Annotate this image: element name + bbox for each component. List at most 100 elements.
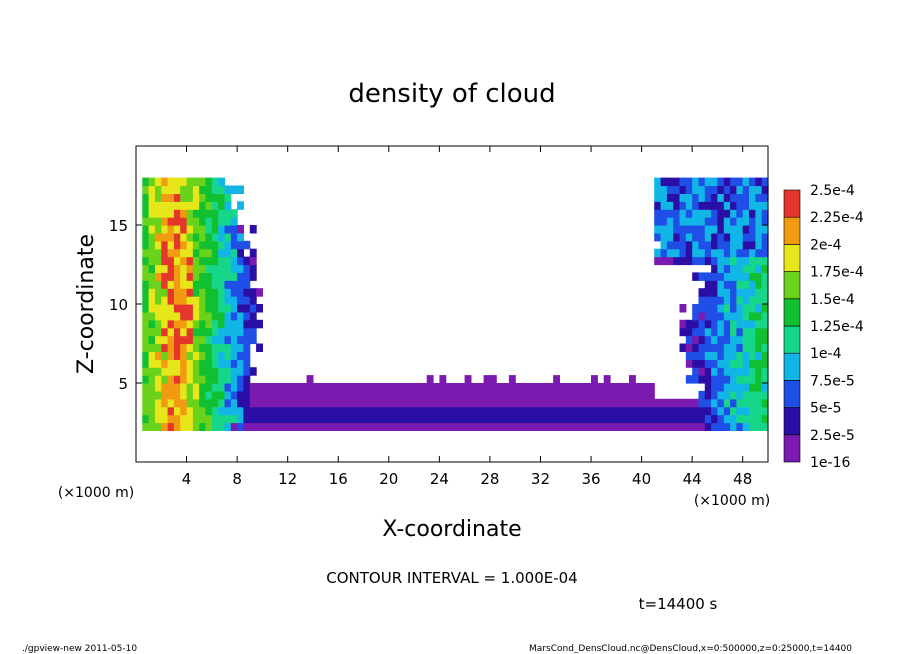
density-cell (483, 383, 491, 392)
density-cell (629, 422, 636, 431)
density-cell (205, 264, 213, 273)
density-cell (629, 383, 636, 392)
density-cell (717, 390, 725, 400)
density-cell (180, 240, 188, 250)
density-cell (761, 351, 769, 360)
density-cell (211, 225, 219, 234)
density-cell (597, 406, 605, 416)
density-cell (647, 414, 655, 424)
density-cell (167, 367, 175, 376)
density-cell (369, 383, 377, 392)
density-cell (148, 240, 156, 250)
density-cell (521, 422, 529, 431)
density-cell (546, 390, 554, 400)
density-cell (736, 280, 744, 289)
density-cell (148, 225, 156, 234)
density-cell (205, 390, 213, 400)
density-cell (534, 422, 542, 431)
density-cell (218, 319, 226, 329)
density-cell (148, 390, 156, 400)
density-cell (553, 398, 560, 408)
density-cell (401, 390, 409, 400)
density-cell (477, 414, 485, 424)
density-cell (388, 406, 396, 416)
density-cell (249, 335, 257, 345)
density-cell (205, 398, 213, 408)
density-cell (527, 383, 535, 392)
density-cell (508, 422, 516, 431)
density-cell (155, 256, 162, 266)
density-cell (717, 351, 725, 360)
density-cell (502, 390, 510, 400)
density-cell (256, 383, 263, 392)
x-unit-right: (×1000 m) (694, 493, 770, 509)
density-cell (243, 422, 251, 431)
density-cell (401, 406, 409, 416)
density-cell (281, 406, 289, 416)
density-cell (610, 390, 617, 400)
density-cell (186, 280, 194, 289)
density-cell (395, 422, 402, 431)
density-cell (755, 201, 763, 210)
density-cell (666, 248, 674, 258)
density-cell (546, 383, 554, 392)
density-cell (155, 343, 162, 352)
density-cell (749, 327, 756, 337)
density-cell (692, 335, 700, 345)
density-cell (654, 398, 662, 408)
density-cell (325, 422, 333, 431)
density-cell (388, 398, 396, 408)
density-cell (591, 406, 598, 416)
x-tick-label: 40 (632, 470, 651, 488)
x-axis: 4 8 12 16 20 24 28 32 36 40 44 48 (182, 146, 752, 488)
density-cell (749, 201, 756, 210)
density-cell (730, 304, 737, 313)
density-cell (553, 422, 560, 431)
density-cell (508, 406, 516, 416)
density-cell (730, 209, 737, 218)
density-cell (192, 296, 200, 305)
density-cell (717, 256, 725, 266)
density-cell (742, 398, 750, 408)
density-cell (224, 359, 232, 368)
density-cell (142, 398, 150, 408)
density-cell (730, 288, 737, 297)
density-cell (565, 406, 573, 416)
density-cell (211, 304, 219, 313)
density-cell (205, 414, 213, 424)
density-cell (420, 422, 428, 431)
density-cell (155, 367, 162, 376)
density-cell (704, 177, 712, 187)
density-cell (155, 201, 162, 210)
density-cell (489, 383, 497, 392)
density-cell (439, 383, 447, 392)
density-cell (243, 311, 251, 321)
density-cell (749, 304, 756, 313)
density-cell (685, 217, 693, 226)
density-cell (584, 398, 592, 408)
density-cell (685, 343, 693, 352)
density-cell (300, 414, 308, 424)
density-cell (736, 193, 744, 202)
density-cell (205, 311, 213, 321)
density-cell (148, 359, 156, 368)
density-cell (161, 232, 169, 242)
density-cell (142, 311, 150, 321)
density-cell (464, 422, 472, 431)
density-cell (692, 359, 700, 368)
density-cell (167, 296, 175, 305)
density-cell (420, 383, 428, 392)
density-cell (692, 422, 700, 431)
density-cell (161, 264, 169, 273)
density-cell (414, 390, 421, 400)
density-cell (237, 390, 244, 400)
density-cell (761, 240, 769, 250)
density-cell (723, 232, 731, 242)
density-cell (723, 390, 731, 400)
density-cell (205, 367, 213, 376)
density-cell (155, 248, 162, 258)
contour-interval-label: CONTOUR INTERVAL = 1.000E-04 (326, 569, 577, 587)
density-cell (692, 327, 700, 337)
density-cell (211, 248, 219, 258)
density-cell (230, 264, 238, 273)
